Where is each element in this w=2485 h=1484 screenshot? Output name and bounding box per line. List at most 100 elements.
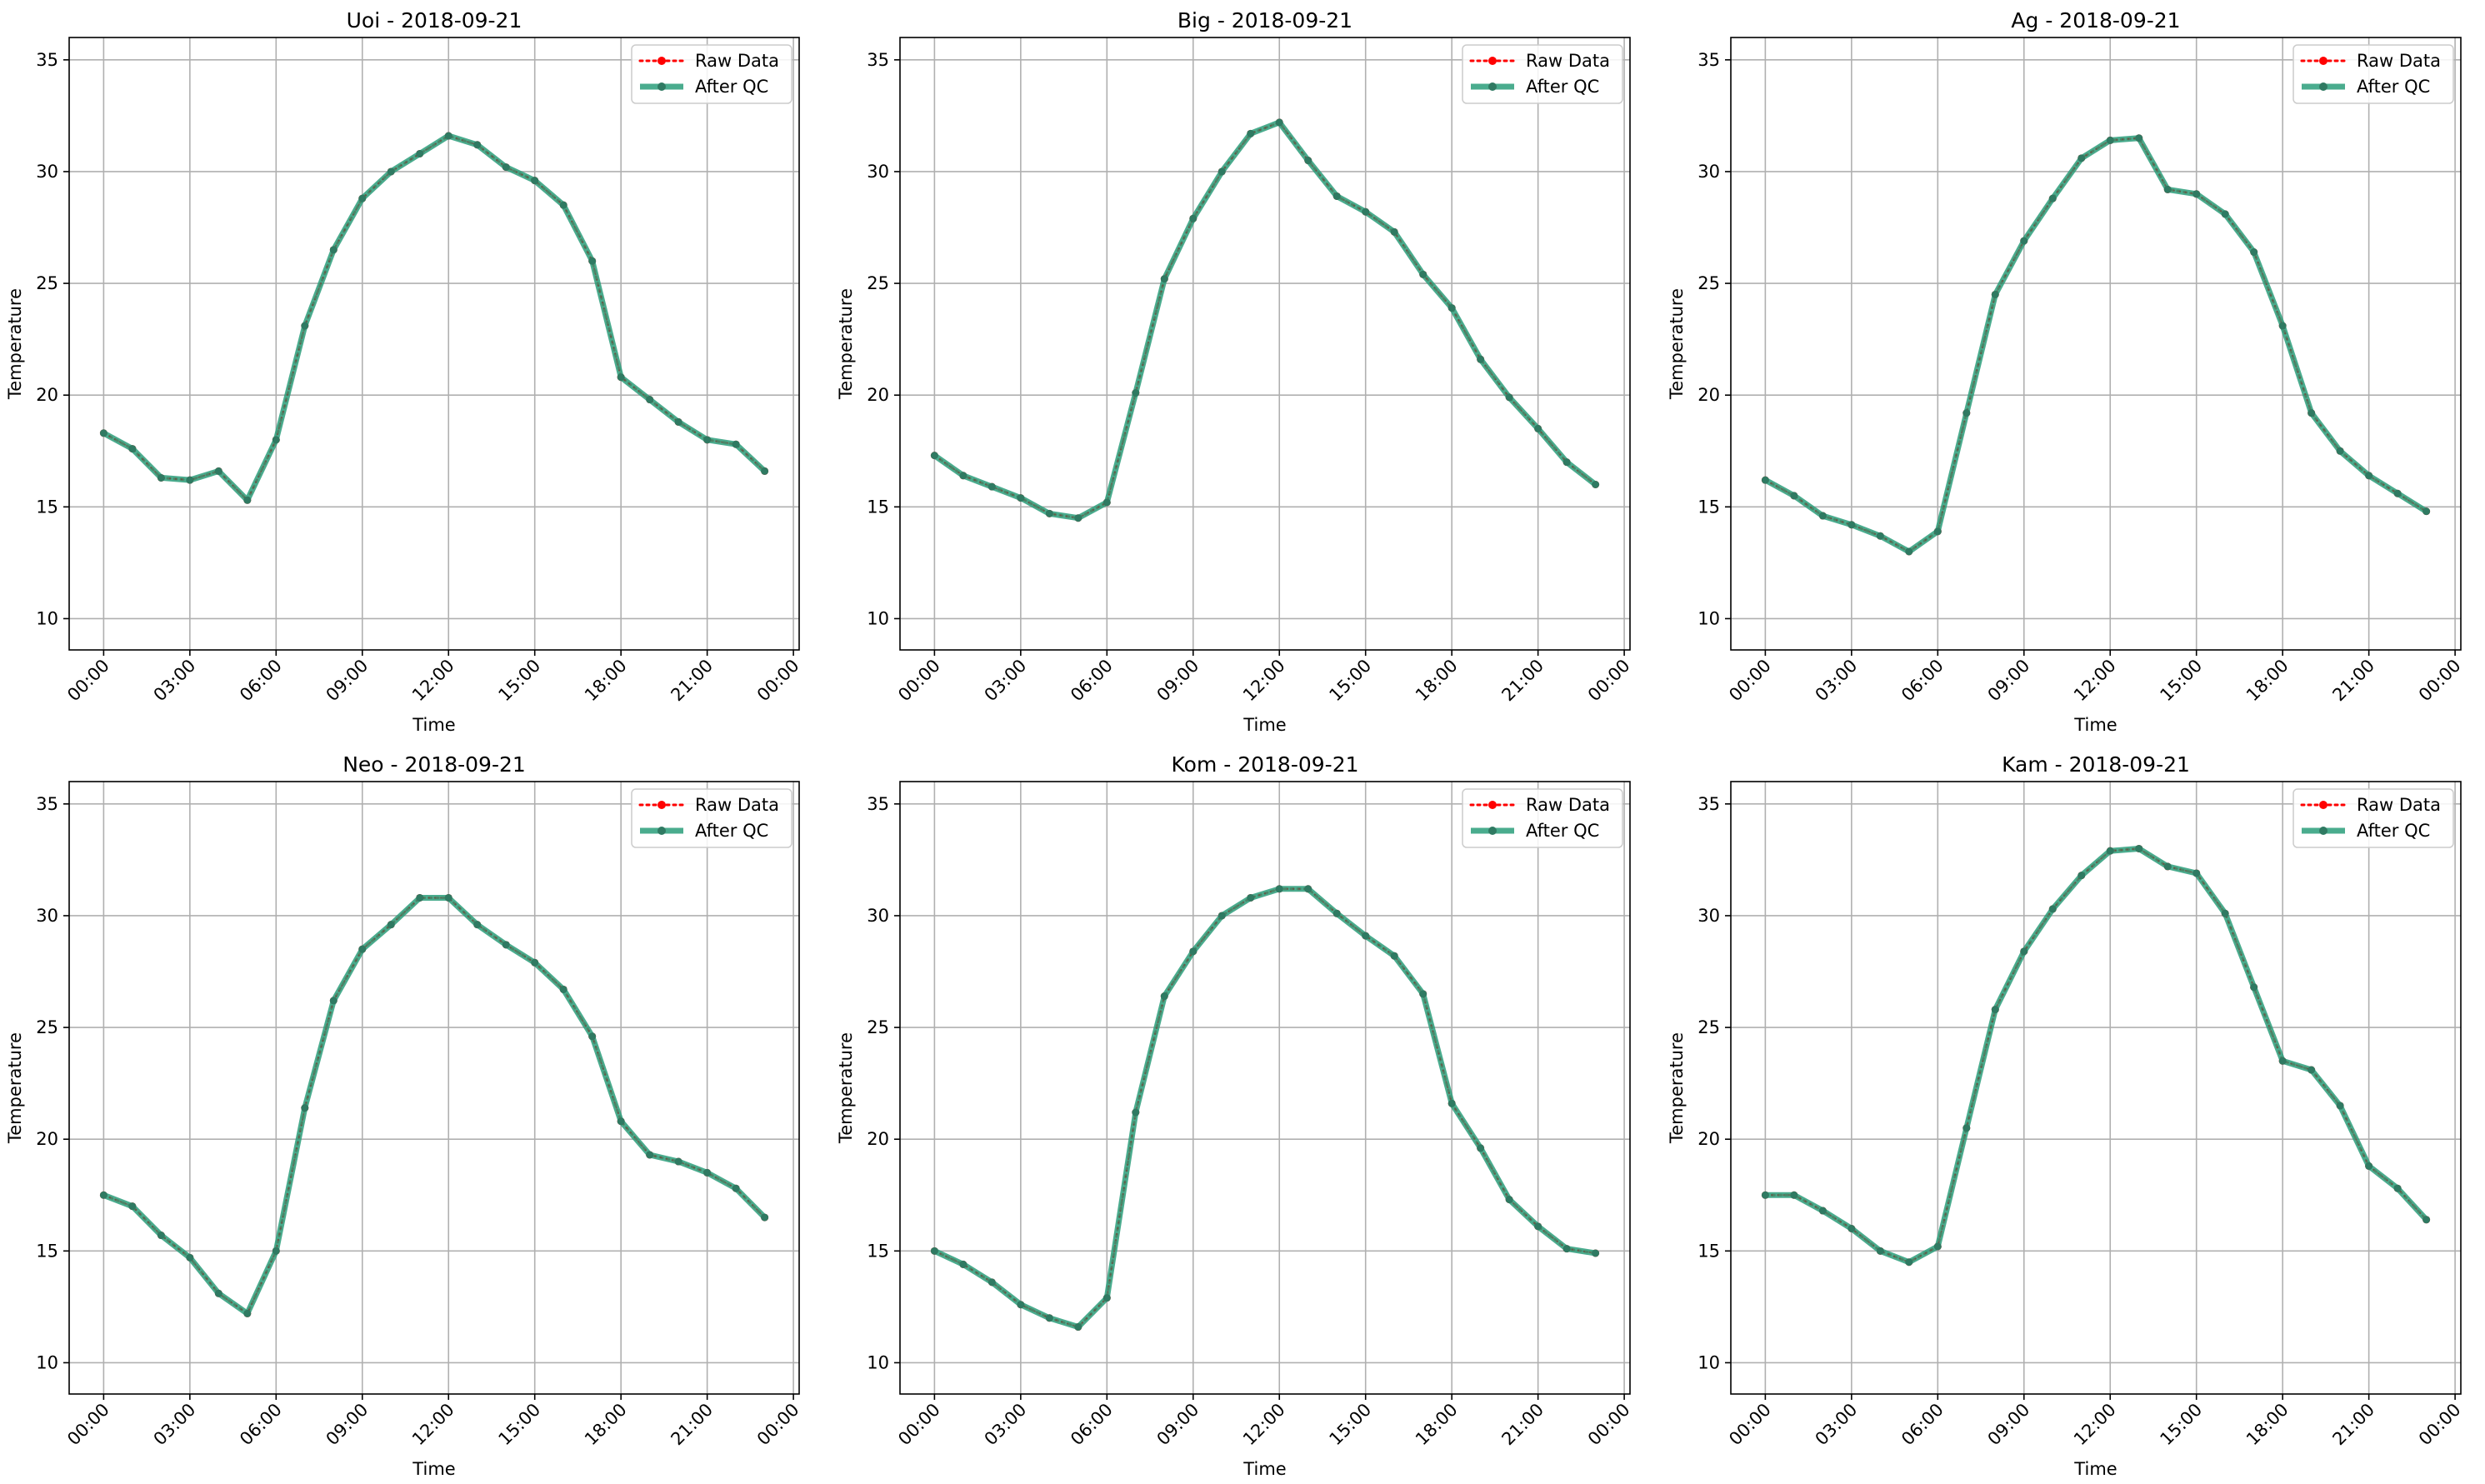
legend-label-raw-data: Raw Data	[2357, 795, 2441, 815]
point-after-qc	[559, 201, 568, 209]
y-axis-label: Temperature	[5, 1032, 25, 1144]
legend-marker-after-qc	[658, 827, 666, 835]
point-after-qc	[301, 1104, 309, 1112]
plot-area	[900, 37, 1630, 650]
y-tick-label: 15	[867, 497, 889, 517]
point-after-qc	[186, 1253, 194, 1262]
x-tick-label: 03:00	[1812, 1400, 1862, 1450]
point-after-qc	[2020, 947, 2028, 956]
y-tick-label: 25	[36, 273, 58, 293]
point-after-qc	[531, 958, 539, 967]
point-after-qc	[214, 1289, 222, 1297]
chart-title: Neo - 2018-09-21	[342, 752, 526, 777]
chart-title: Uoi - 2018-09-21	[347, 8, 522, 32]
plot-area	[1731, 37, 2461, 650]
legend-marker-after-qc	[2319, 82, 2328, 91]
x-tick-label: 00:00	[894, 1400, 944, 1450]
point-after-qc	[761, 1213, 769, 1222]
point-after-qc	[1477, 1144, 1485, 1152]
legend-label-after-qc: After QC	[1526, 77, 1599, 97]
point-after-qc	[2393, 1184, 2402, 1192]
axes-frame	[1730, 781, 2462, 1395]
x-tick-label: 00:00	[2415, 1400, 2465, 1450]
point-after-qc	[646, 396, 654, 404]
point-after-qc	[617, 373, 625, 382]
point-after-qc	[473, 141, 482, 149]
point-after-qc	[531, 177, 539, 185]
x-tick-label: 15:00	[1325, 656, 1375, 706]
point-after-qc	[2078, 154, 2086, 162]
x-tick-label: 00:00	[1725, 656, 1775, 706]
axes-frame	[68, 37, 800, 651]
point-after-qc	[243, 496, 252, 504]
legend-label-after-qc: After QC	[695, 77, 768, 97]
point-after-qc	[444, 132, 452, 140]
legend-marker-raw-data	[1488, 801, 1497, 809]
x-tick-label: 15:00	[2156, 1400, 2206, 1450]
axes-frame	[899, 781, 1631, 1395]
x-tick-label: 00:00	[753, 656, 803, 706]
point-after-qc	[1304, 157, 1312, 165]
point-after-qc	[1848, 521, 1856, 529]
point-after-qc	[1189, 947, 1198, 956]
point-after-qc	[1017, 1301, 1025, 1309]
x-tick-label: 21:00	[1498, 1400, 1548, 1450]
y-axis-label: Temperature	[836, 288, 856, 400]
point-after-qc	[301, 322, 309, 330]
x-tick-label: 06:00	[236, 656, 286, 706]
point-after-qc	[416, 149, 424, 157]
x-tick-label: 03:00	[150, 656, 200, 706]
point-after-qc	[1505, 393, 1513, 402]
x-tick-label: 18:00	[581, 1400, 631, 1450]
point-after-qc	[674, 417, 682, 426]
point-after-qc	[329, 997, 338, 1005]
point-after-qc	[1848, 1224, 1856, 1232]
point-after-qc	[2221, 909, 2229, 917]
x-tick-label: 00:00	[1584, 1400, 1634, 1450]
point-after-qc	[99, 429, 108, 437]
point-after-qc	[1761, 476, 1769, 484]
point-after-qc	[2163, 185, 2172, 193]
x-tick-label: 15:00	[494, 656, 544, 706]
point-after-qc	[1448, 304, 1456, 312]
x-tick-label: 06:00	[1067, 1400, 1117, 1450]
series-line-raw-data-overlay	[933, 121, 1597, 519]
point-after-qc	[1275, 885, 1283, 893]
series-line-raw-data-overlay	[103, 897, 766, 1315]
x-tick-label: 00:00	[1725, 1400, 1775, 1450]
legend-label-raw-data: Raw Data	[695, 795, 779, 815]
point-after-qc	[2422, 507, 2431, 516]
point-after-qc	[559, 985, 568, 993]
y-tick-label: 30	[1698, 906, 1720, 926]
y-tick-label: 35	[867, 50, 889, 70]
point-after-qc	[2106, 136, 2114, 144]
x-tick-label: 18:00	[2242, 656, 2292, 706]
legend-marker-raw-data	[2319, 57, 2328, 65]
point-after-qc	[1592, 480, 1600, 488]
point-after-qc	[1790, 492, 1798, 500]
y-tick-label: 15	[36, 497, 58, 517]
point-after-qc	[1991, 1006, 1999, 1014]
x-tick-label: 18:00	[1412, 1400, 1462, 1450]
point-after-qc	[1074, 1323, 1082, 1332]
x-tick-label: 09:00	[1984, 1400, 2034, 1450]
point-after-qc	[2048, 194, 2057, 202]
point-after-qc	[2278, 322, 2287, 330]
x-axis-label: Time	[1242, 1459, 1286, 1479]
point-after-qc	[1160, 992, 1168, 1001]
x-tick-label: 00:00	[1584, 656, 1634, 706]
point-after-qc	[2336, 1102, 2344, 1110]
legend-label-raw-data: Raw Data	[2357, 51, 2441, 71]
y-tick-label: 25	[867, 273, 889, 293]
x-axis-label: Time	[2073, 1459, 2117, 1479]
point-after-qc	[959, 472, 968, 480]
y-tick-label: 20	[867, 385, 889, 405]
legend-label-after-qc: After QC	[2357, 77, 2430, 97]
legend-marker-raw-data	[1488, 57, 1497, 65]
legend: Raw Data After QC	[631, 788, 792, 848]
point-after-qc	[1790, 1191, 1798, 1199]
axes-frame	[68, 781, 800, 1395]
point-after-qc	[1275, 118, 1283, 127]
point-after-qc	[930, 1247, 938, 1255]
x-tick-label: 09:00	[1984, 656, 2034, 706]
